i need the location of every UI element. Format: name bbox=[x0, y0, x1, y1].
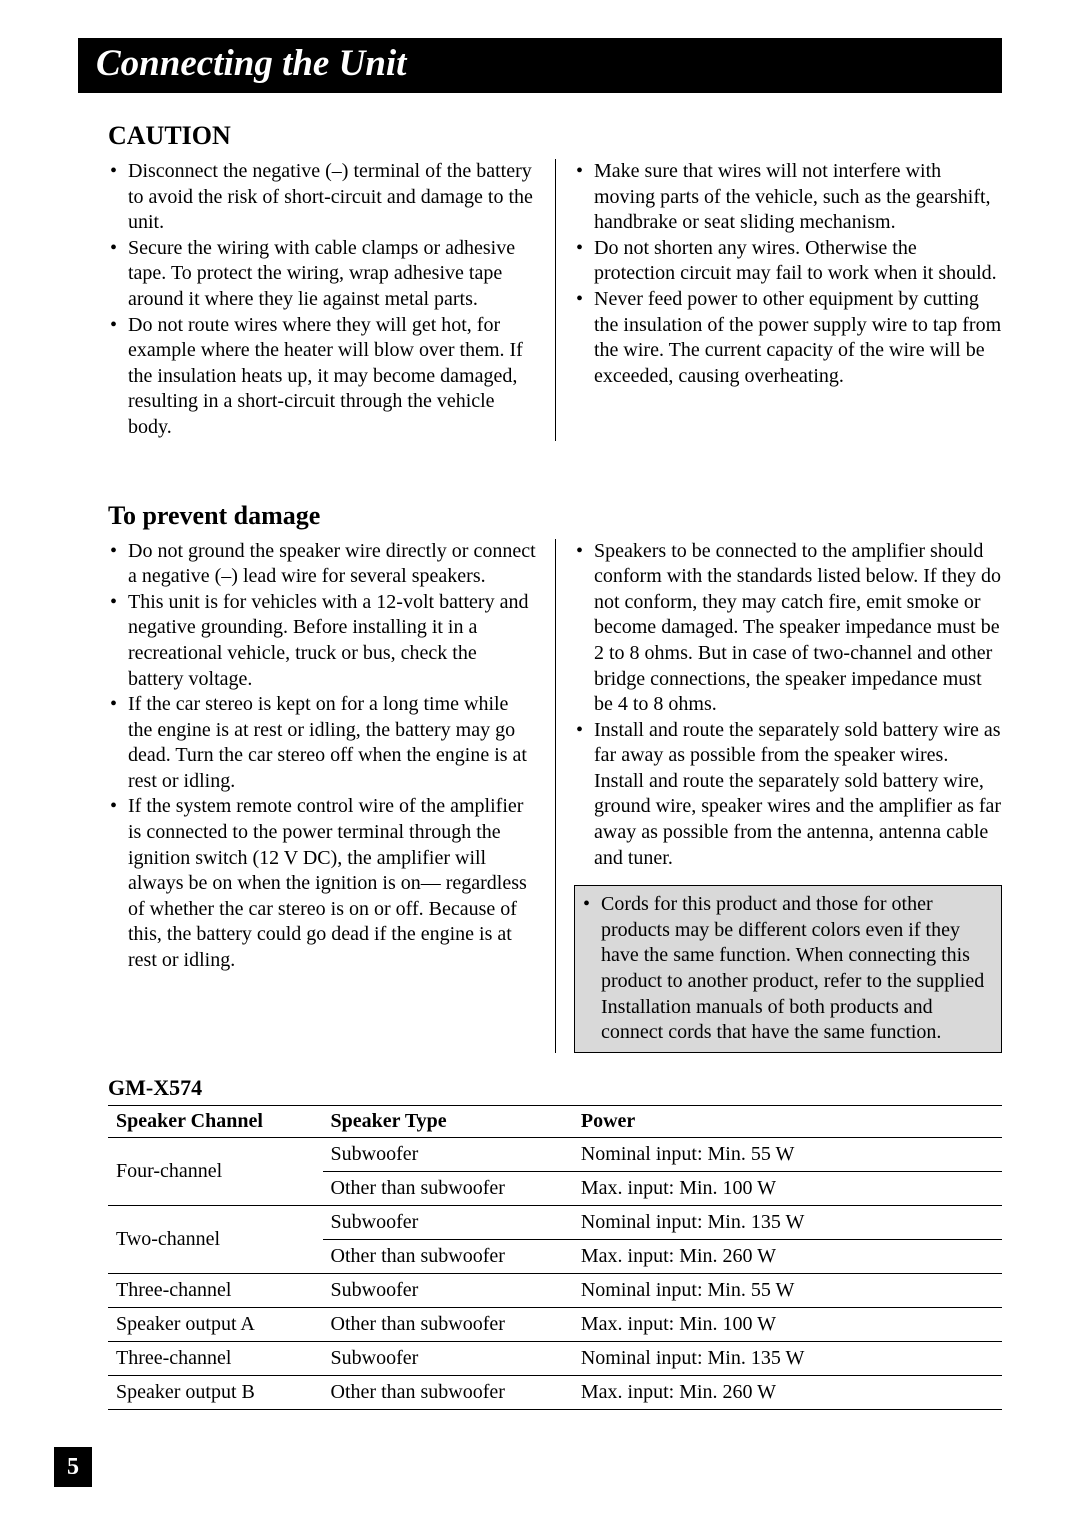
caution-item: Never feed power to other equipment by c… bbox=[574, 287, 1002, 389]
caution-left-col: Disconnect the negative (–) terminal of … bbox=[108, 159, 555, 441]
cell-channel: Three-channel bbox=[108, 1341, 323, 1375]
cell-power: Nominal input: Min. 135 W bbox=[573, 1341, 1002, 1375]
damage-note-box: Cords for this product and those for oth… bbox=[574, 885, 1002, 1053]
spec-table: Speaker Channel Speaker Type Power Four-… bbox=[108, 1105, 1002, 1410]
th-channel: Speaker Channel bbox=[108, 1105, 323, 1137]
cell-channel: Three-channel bbox=[108, 1273, 323, 1307]
damage-left-col: Do not ground the speaker wire directly … bbox=[108, 539, 555, 1053]
caution-item: Make sure that wires will not interfere … bbox=[574, 159, 1002, 236]
damage-item: Do not ground the speaker wire directly … bbox=[108, 539, 537, 590]
model-label: GM-X574 bbox=[108, 1075, 1002, 1101]
manual-page: Connecting the Unit CAUTION Disconnect t… bbox=[0, 0, 1080, 1533]
damage-item: Install and route the separately sold ba… bbox=[574, 718, 1002, 872]
caution-right-col: Make sure that wires will not interfere … bbox=[555, 159, 1002, 441]
cell-type: Other than subwoofer bbox=[323, 1375, 573, 1409]
cell-type: Other than subwoofer bbox=[323, 1171, 573, 1205]
th-type: Speaker Type bbox=[323, 1105, 573, 1137]
caution-columns: Disconnect the negative (–) terminal of … bbox=[108, 159, 1002, 441]
caution-item: Secure the wiring with cable clamps or a… bbox=[108, 236, 537, 313]
cell-power: Nominal input: Min. 135 W bbox=[573, 1205, 1002, 1239]
caution-heading: CAUTION bbox=[108, 121, 1002, 151]
damage-item: Speakers to be connected to the amplifie… bbox=[574, 539, 1002, 718]
damage-right-col: Speakers to be connected to the amplifie… bbox=[555, 539, 1002, 1053]
damage-heading: To prevent damage bbox=[108, 501, 1002, 531]
cell-power: Max. input: Min. 260 W bbox=[573, 1239, 1002, 1273]
cell-type: Subwoofer bbox=[323, 1341, 573, 1375]
caution-item: Do not route wires where they will get h… bbox=[108, 313, 537, 441]
cell-channel-sub: Speaker output B bbox=[108, 1375, 323, 1409]
cell-type: Subwoofer bbox=[323, 1137, 573, 1171]
cell-channel: Two-channel bbox=[108, 1205, 323, 1273]
cell-power: Nominal input: Min. 55 W bbox=[573, 1273, 1002, 1307]
damage-note: Cords for this product and those for oth… bbox=[581, 892, 995, 1046]
damage-columns: Do not ground the speaker wire directly … bbox=[108, 539, 1002, 1053]
page-number: 5 bbox=[54, 1447, 92, 1487]
page-title: Connecting the Unit bbox=[96, 43, 406, 84]
cell-type: Subwoofer bbox=[323, 1205, 573, 1239]
cell-channel: Four-channel bbox=[108, 1137, 323, 1205]
cell-power: Nominal input: Min. 55 W bbox=[573, 1137, 1002, 1171]
caution-item: Do not shorten any wires. Otherwise the … bbox=[574, 236, 1002, 287]
cell-power: Max. input: Min. 260 W bbox=[573, 1375, 1002, 1409]
cell-channel-sub: Speaker output A bbox=[108, 1307, 323, 1341]
damage-item: If the system remote control wire of the… bbox=[108, 794, 537, 973]
cell-power: Max. input: Min. 100 W bbox=[573, 1171, 1002, 1205]
caution-item: Disconnect the negative (–) terminal of … bbox=[108, 159, 537, 236]
page-title-bar: Connecting the Unit bbox=[78, 38, 1002, 93]
cell-type: Other than subwoofer bbox=[323, 1239, 573, 1273]
cell-power: Max. input: Min. 100 W bbox=[573, 1307, 1002, 1341]
cell-type: Other than subwoofer bbox=[323, 1307, 573, 1341]
damage-item: If the car stereo is kept on for a long … bbox=[108, 692, 537, 794]
damage-item: This unit is for vehicles with a 12-volt… bbox=[108, 590, 537, 692]
cell-type: Subwoofer bbox=[323, 1273, 573, 1307]
th-power: Power bbox=[573, 1105, 1002, 1137]
